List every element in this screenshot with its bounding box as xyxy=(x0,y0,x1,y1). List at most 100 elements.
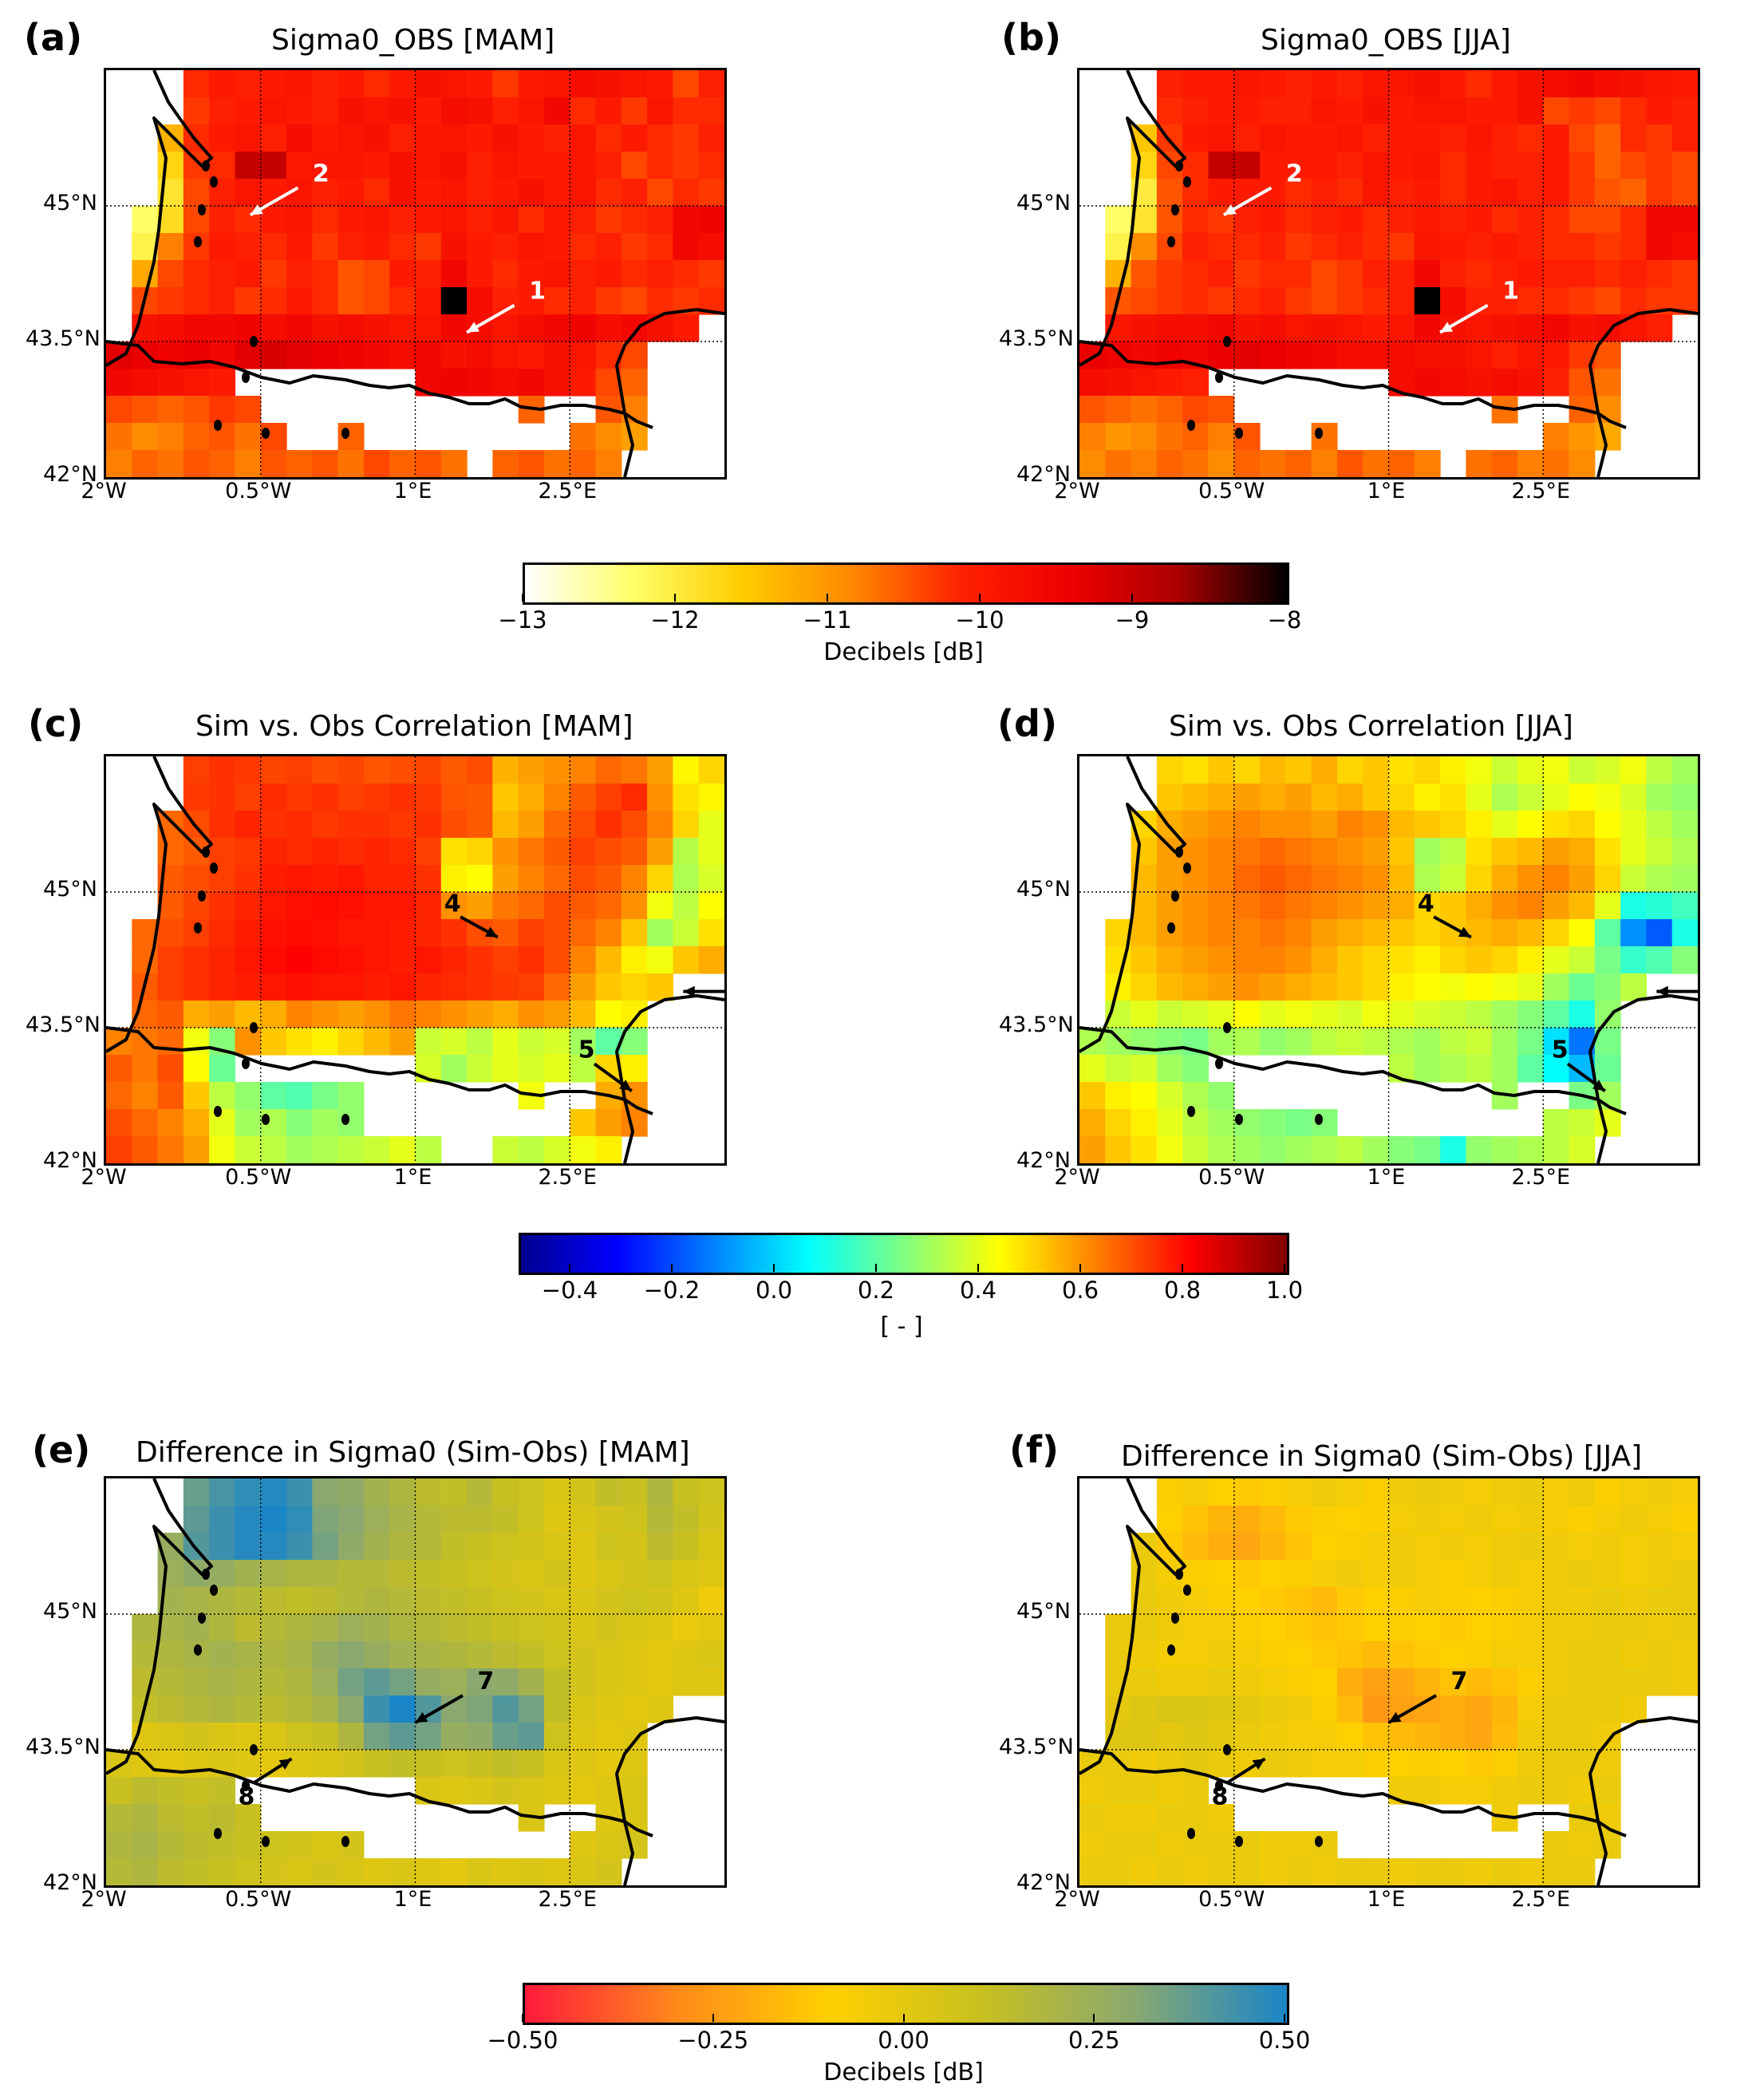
heatmap-cell xyxy=(415,919,442,947)
island-mark xyxy=(341,1114,349,1125)
heatmap-cell xyxy=(286,314,313,342)
heatmap-cell xyxy=(467,973,493,1001)
island-mark xyxy=(242,1780,250,1791)
heatmap-cell xyxy=(235,1533,262,1561)
heatmap-cell xyxy=(1233,1478,1261,1506)
heatmap-cell xyxy=(1491,973,1518,1001)
colorbar-label: [ - ] xyxy=(880,1312,923,1340)
heatmap-cell xyxy=(1569,756,1596,784)
heatmap-cell xyxy=(1156,1695,1183,1723)
heatmap-cell xyxy=(1466,152,1493,180)
heatmap-cell xyxy=(389,892,416,920)
heatmap-cell xyxy=(157,369,184,397)
heatmap-cell xyxy=(1388,1614,1415,1642)
heatmap-cell xyxy=(1156,369,1183,397)
heatmap-cell xyxy=(183,287,210,315)
panel-letter: (e) xyxy=(32,1428,91,1471)
heatmap-cell xyxy=(1466,1641,1493,1669)
island-mark xyxy=(214,1828,222,1839)
heatmap-cell xyxy=(1388,973,1415,1001)
heatmap-cell xyxy=(1311,1001,1338,1028)
heatmap-cell xyxy=(363,811,390,839)
heatmap-cell xyxy=(698,124,724,152)
heatmap-cell xyxy=(621,1723,648,1751)
heatmap-cell xyxy=(570,756,597,784)
heatmap-cell xyxy=(209,260,236,288)
heatmap-cell xyxy=(1466,1723,1493,1751)
heatmap-cell xyxy=(1594,1587,1621,1615)
heatmap-cell xyxy=(467,1478,493,1506)
heatmap-cell xyxy=(1311,892,1338,920)
heatmap-cell xyxy=(312,756,339,784)
heatmap-cell xyxy=(621,892,648,920)
heatmap-cell xyxy=(415,260,442,288)
colorbar-obs xyxy=(523,562,1289,605)
heatmap-cell xyxy=(286,1750,313,1778)
heatmap-cell xyxy=(1336,206,1363,234)
heatmap-cell xyxy=(1569,1506,1596,1534)
lon-tick-label: 0.5°W xyxy=(1198,1165,1265,1190)
heatmap-cell xyxy=(698,919,724,947)
heatmap-cell xyxy=(389,233,416,261)
heatmap-cell xyxy=(1594,946,1621,974)
heatmap-cell xyxy=(1491,97,1518,125)
heatmap-cell xyxy=(1363,1587,1390,1615)
heatmap-cell xyxy=(570,97,597,125)
heatmap-cell xyxy=(235,1028,262,1056)
lon-tick-label: 1°E xyxy=(393,1165,432,1190)
lat-tick-label: 43.5°N xyxy=(26,1735,101,1759)
heatmap-cell xyxy=(1569,1533,1596,1561)
heatmap-cell xyxy=(389,1614,416,1642)
heatmap-cell xyxy=(157,423,184,451)
heatmap-cell xyxy=(570,152,597,180)
pyrenees-border xyxy=(106,1748,653,1838)
heatmap-cell xyxy=(518,1641,545,1669)
heatmap-cell xyxy=(1440,152,1466,180)
heatmap-cell xyxy=(1311,341,1338,369)
heatmap-cell xyxy=(1182,314,1210,342)
heatmap-cell xyxy=(1208,1478,1235,1506)
heatmap-cell xyxy=(543,1587,570,1615)
heatmap-cell xyxy=(260,973,287,1001)
colorbar-tickmark xyxy=(902,2014,905,2022)
heatmap-cell xyxy=(1363,811,1390,839)
heatmap-cell xyxy=(363,124,390,152)
heatmap-cell xyxy=(647,1668,674,1696)
heatmap-cell xyxy=(1182,973,1210,1001)
heatmap-cell xyxy=(518,1055,545,1083)
heatmap-cell xyxy=(1311,152,1338,180)
heatmap-cell xyxy=(363,973,390,1001)
heatmap-cell xyxy=(1440,1506,1466,1534)
heatmap-cell xyxy=(1440,1533,1466,1561)
heatmap-cell xyxy=(1260,1001,1286,1028)
heatmap-cell xyxy=(1131,1723,1158,1751)
heatmap-cell xyxy=(1233,1858,1261,1885)
heatmap-cell xyxy=(235,1804,262,1832)
heatmap-cell xyxy=(440,946,468,974)
heatmap-cell xyxy=(1594,369,1621,397)
heatmap-cell xyxy=(1414,811,1441,839)
heatmap-cell xyxy=(440,973,468,1001)
atlantic-coastline xyxy=(1079,70,1186,367)
heatmap-cell xyxy=(492,206,519,234)
heatmap-cell xyxy=(183,1723,210,1751)
heatmap-cell xyxy=(1233,1614,1261,1642)
heatmap-cell xyxy=(1517,179,1544,207)
heatmap-cell xyxy=(415,1668,442,1696)
heatmap-cell xyxy=(1671,179,1698,207)
heatmap-cell xyxy=(1646,124,1673,152)
heatmap-cell xyxy=(235,1587,262,1615)
heatmap-cell xyxy=(209,70,236,98)
heatmap-cell xyxy=(312,1695,339,1723)
heatmap-cell xyxy=(1671,206,1698,234)
heatmap-cell xyxy=(621,1560,648,1588)
heatmap-cell xyxy=(570,1695,597,1723)
annotation-label: 1 xyxy=(529,278,546,306)
heatmap-cell xyxy=(363,314,390,342)
heatmap-cell xyxy=(209,124,236,152)
heatmap-cell xyxy=(337,1614,365,1642)
heatmap-cell xyxy=(1363,206,1390,234)
heatmap-cell xyxy=(337,70,365,98)
heatmap-cell xyxy=(157,1668,184,1696)
heatmap-cell xyxy=(543,1641,570,1669)
